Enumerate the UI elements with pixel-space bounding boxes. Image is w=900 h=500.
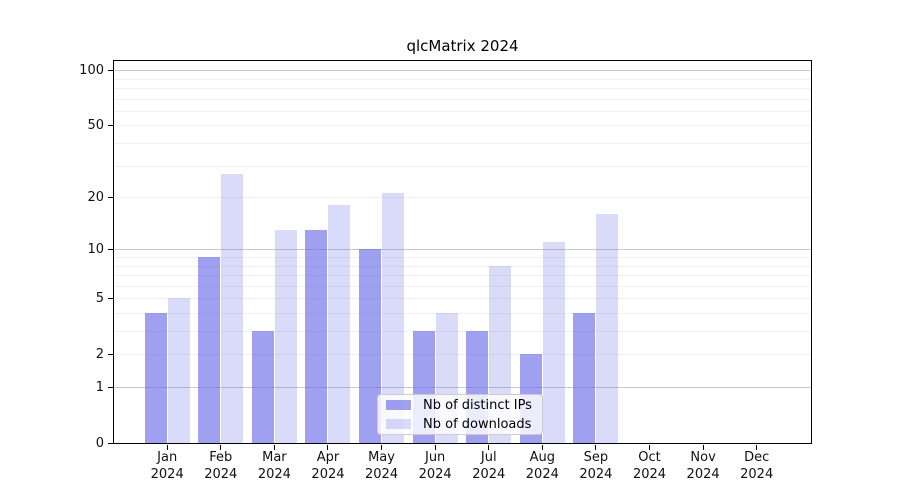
y-tick-label: 1 bbox=[95, 379, 104, 395]
y-tick-label: 2 bbox=[95, 346, 104, 362]
bar-distinct-ips-jan bbox=[144, 313, 167, 443]
y-tick-label: 0 bbox=[95, 435, 104, 451]
x-tick-mark bbox=[488, 444, 490, 450]
x-tick-label-feb: Feb 2024 bbox=[204, 450, 238, 482]
bar-downloads-sep bbox=[596, 214, 619, 443]
legend-swatch-downloads bbox=[386, 419, 411, 429]
x-tick-mark bbox=[381, 444, 383, 450]
minor-gridline bbox=[114, 331, 811, 333]
y-tick-mark bbox=[108, 125, 113, 127]
major-gridline bbox=[114, 387, 811, 389]
minor-gridline bbox=[114, 111, 811, 112]
x-tick-mark bbox=[273, 444, 275, 450]
minor-gridline bbox=[114, 298, 811, 300]
x-tick-label-jul: Jul 2024 bbox=[472, 450, 506, 482]
minor-gridline bbox=[114, 88, 811, 90]
bar-downloads-feb bbox=[221, 173, 244, 443]
x-tick-mark bbox=[649, 444, 650, 450]
minor-gridline bbox=[114, 313, 811, 315]
bar-downloads-aug bbox=[542, 242, 565, 443]
y-tick-mark bbox=[108, 354, 113, 356]
minor-gridline bbox=[114, 98, 811, 100]
y-tick-label: 10 bbox=[87, 241, 104, 257]
legend-label-downloads: Nb of downloads bbox=[423, 416, 532, 432]
y-tick-mark bbox=[108, 443, 113, 444]
y-tick-mark bbox=[108, 197, 113, 199]
bar-downloads-jan bbox=[167, 298, 190, 443]
y-tick-mark bbox=[108, 249, 113, 251]
bar-distinct-ips-sep bbox=[573, 313, 596, 443]
x-tick-label-sep: Sep 2024 bbox=[579, 450, 613, 482]
x-tick-mark bbox=[327, 444, 329, 450]
y-tick-label: 100 bbox=[79, 62, 104, 78]
major-gridline bbox=[114, 70, 811, 72]
plot-area: Nb of distinct IPs Nb of downloads bbox=[113, 60, 812, 444]
x-tick-mark bbox=[756, 444, 758, 450]
y-tick-label: 5 bbox=[95, 290, 104, 306]
bar-downloads-mar bbox=[274, 229, 297, 443]
x-tick-label-jan: Jan 2024 bbox=[150, 450, 184, 482]
minor-gridline bbox=[114, 354, 811, 356]
chart-title: qlcMatrix 2024 bbox=[406, 37, 519, 55]
legend-label-distinct-ips: Nb of distinct IPs bbox=[423, 397, 532, 413]
legend-swatch-distinct-ips bbox=[386, 400, 411, 410]
minor-gridline bbox=[114, 165, 811, 167]
y-tick-mark bbox=[108, 298, 113, 300]
x-tick-label-apr: Apr 2024 bbox=[311, 450, 345, 482]
minor-gridline bbox=[114, 275, 811, 277]
minor-gridline bbox=[114, 143, 811, 145]
x-tick-label-dec: Dec 2024 bbox=[740, 450, 774, 482]
legend-item-downloads: Nb of downloads bbox=[386, 417, 534, 432]
major-gridline bbox=[114, 249, 811, 251]
x-tick-mark bbox=[702, 444, 704, 450]
minor-gridline bbox=[114, 125, 811, 127]
x-tick-label-mar: Mar 2024 bbox=[257, 450, 291, 482]
x-tick-mark bbox=[541, 444, 543, 450]
legend-item-distinct-ips: Nb of distinct IPs bbox=[386, 398, 534, 413]
minor-gridline bbox=[114, 265, 811, 267]
minor-gridline bbox=[114, 197, 811, 199]
minor-gridline bbox=[114, 285, 811, 287]
x-tick-label-jun: Jun 2024 bbox=[418, 450, 452, 482]
bar-distinct-ips-apr bbox=[305, 229, 328, 443]
bar-downloads-apr bbox=[328, 205, 351, 443]
bar-distinct-ips-mar bbox=[251, 331, 274, 443]
x-tick-label-aug: Aug 2024 bbox=[525, 450, 559, 482]
x-tick-mark bbox=[434, 444, 436, 450]
x-tick-label-may: May 2024 bbox=[365, 450, 399, 482]
bar-distinct-ips-may bbox=[359, 249, 382, 443]
x-tick-mark bbox=[595, 444, 597, 450]
minor-gridline bbox=[114, 257, 811, 259]
y-tick-mark bbox=[108, 387, 113, 389]
x-tick-label-oct: Oct 2024 bbox=[632, 450, 667, 482]
x-tick-label-nov: Nov 2024 bbox=[686, 450, 720, 482]
minor-gridline bbox=[114, 78, 811, 80]
bar-downloads-may bbox=[382, 193, 405, 443]
y-tick-mark bbox=[108, 70, 113, 72]
bar-distinct-ips-feb bbox=[198, 257, 221, 443]
y-tick-label: 20 bbox=[87, 189, 104, 205]
x-tick-mark bbox=[220, 444, 222, 450]
y-tick-label: 50 bbox=[87, 117, 104, 133]
x-tick-mark bbox=[166, 444, 168, 450]
legend: Nb of distinct IPs Nb of downloads bbox=[377, 394, 543, 435]
